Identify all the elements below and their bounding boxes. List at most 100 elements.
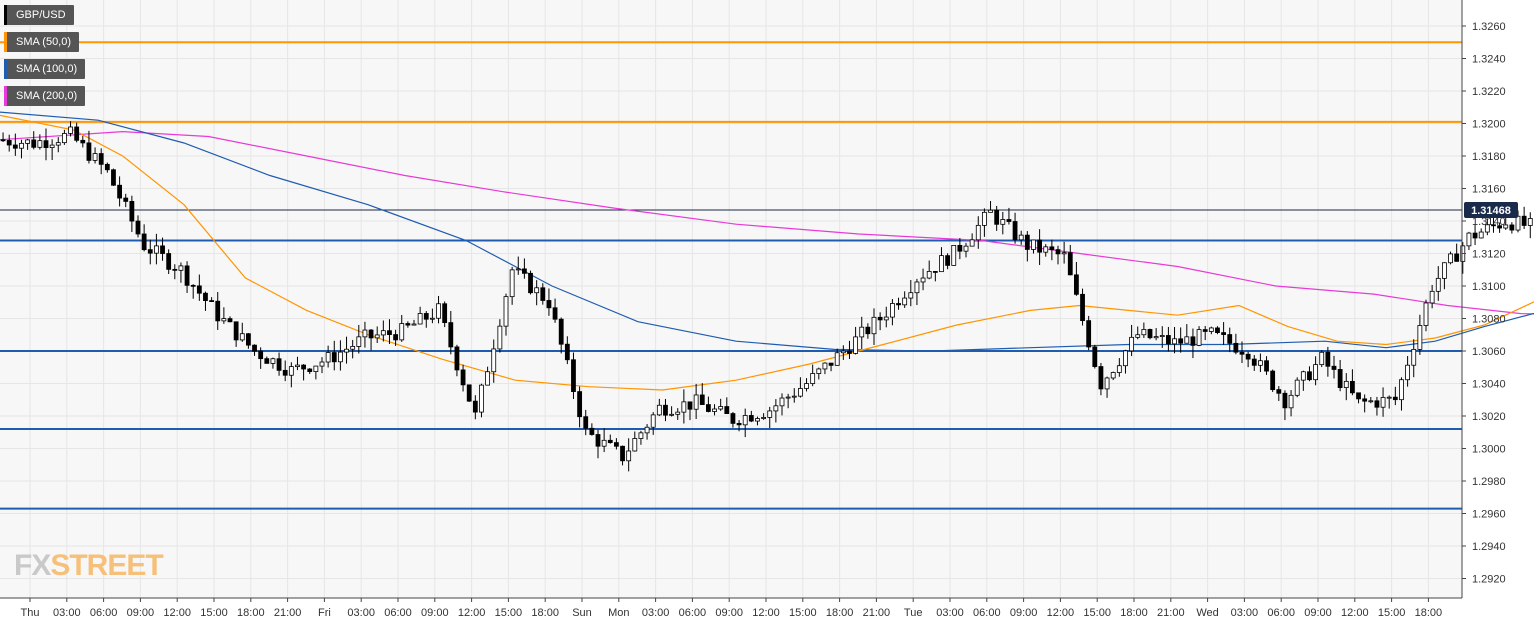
candle-body xyxy=(1024,234,1030,250)
candle-body xyxy=(1116,365,1122,373)
candle-body xyxy=(540,287,546,301)
candle-body xyxy=(117,184,122,199)
candle-body xyxy=(1319,351,1325,366)
x-tick-label: 18:00 xyxy=(1415,607,1443,619)
x-tick-label: 12:00 xyxy=(163,607,191,619)
candle-body xyxy=(1258,360,1263,366)
candle-body xyxy=(546,300,552,309)
plot-background xyxy=(0,0,1462,598)
y-tick-label: 1.3100 xyxy=(1472,281,1506,293)
candle-body xyxy=(295,364,300,368)
candle-body xyxy=(307,368,313,372)
candle-body xyxy=(871,316,877,335)
candle-body xyxy=(1178,338,1184,344)
candle-body xyxy=(650,414,656,428)
candle-body xyxy=(12,144,18,149)
candle-body xyxy=(153,245,159,254)
candle-body xyxy=(1245,353,1251,360)
candle-body xyxy=(1478,231,1484,239)
candle-body xyxy=(1184,336,1190,344)
candle-body xyxy=(994,209,1000,225)
candle-body xyxy=(1399,379,1404,401)
candle-body xyxy=(1208,327,1214,332)
candle-body xyxy=(920,277,926,283)
candle-body xyxy=(1331,365,1337,370)
legend-swatch xyxy=(4,32,7,52)
legend-item-sma100[interactable]: SMA (100,0) xyxy=(4,59,86,79)
candle-body xyxy=(577,391,582,418)
candle-body xyxy=(515,268,521,271)
sma-50-line xyxy=(0,114,1534,391)
candle-body xyxy=(791,395,797,398)
candle-body xyxy=(1251,358,1257,366)
candle-body xyxy=(712,408,717,412)
x-tick-label: 09:00 xyxy=(1304,607,1332,619)
x-tick-label: 06:00 xyxy=(679,607,707,619)
candle-body xyxy=(258,350,264,360)
candle-body xyxy=(564,343,570,361)
logo-part-fx: FX xyxy=(14,549,51,582)
legend-item-sma200[interactable]: SMA (200,0) xyxy=(4,86,86,106)
candle-body xyxy=(417,313,423,325)
candle-body xyxy=(589,427,595,435)
candle-body xyxy=(1196,329,1202,346)
candle-body xyxy=(1356,392,1361,400)
candle-body xyxy=(1429,290,1435,304)
candle-body xyxy=(104,163,110,171)
candle-body xyxy=(939,255,944,273)
legend-item-gbpusd[interactable]: GBP/USD xyxy=(4,5,74,25)
candle-body xyxy=(6,140,12,146)
candle-body xyxy=(1233,342,1239,353)
candle-body xyxy=(699,394,705,405)
y-tick-label: 1.2960 xyxy=(1472,509,1506,521)
x-tick-label: 09:00 xyxy=(1010,607,1038,619)
x-tick-label: 09:00 xyxy=(127,607,155,619)
candle-body xyxy=(1521,215,1527,226)
candle-body xyxy=(675,411,681,415)
legend-swatch xyxy=(4,5,7,25)
candle-body xyxy=(1362,398,1368,402)
x-tick-label: Mon xyxy=(608,607,629,619)
candle-body xyxy=(497,325,503,350)
candle-body xyxy=(196,285,202,294)
legend-swatch xyxy=(4,86,7,106)
candle-body xyxy=(368,329,374,339)
candle-body xyxy=(1300,371,1306,381)
legend-item-sma50[interactable]: SMA (50,0) xyxy=(4,32,80,52)
candle-body xyxy=(1405,364,1410,381)
x-tick-label: 09:00 xyxy=(715,607,743,619)
candle-body xyxy=(319,361,325,367)
x-tick-label: 12:00 xyxy=(1047,607,1075,619)
candle-body xyxy=(1350,380,1355,394)
candle-body xyxy=(687,401,693,410)
candle-body xyxy=(1417,325,1423,350)
candle-body xyxy=(1515,215,1521,231)
y-tick-label: 1.3240 xyxy=(1472,54,1506,66)
y-tick-label: 1.2920 xyxy=(1472,574,1506,586)
candle-body xyxy=(1104,377,1110,390)
legend-label: GBP/USD xyxy=(16,9,66,21)
candle-body xyxy=(325,352,331,363)
candle-body xyxy=(98,153,104,165)
candle-body xyxy=(1368,400,1374,403)
sma-100-line xyxy=(0,111,1534,352)
y-tick-label: 1.3080 xyxy=(1472,314,1506,326)
candle-body xyxy=(1215,327,1220,333)
candle-body xyxy=(479,384,484,413)
candle-body xyxy=(1527,218,1533,226)
candle-body xyxy=(1006,219,1012,222)
candle-body xyxy=(503,296,509,327)
candle-body xyxy=(491,348,497,373)
candle-body xyxy=(742,415,748,426)
legend-label: SMA (50,0) xyxy=(16,36,72,48)
candle-body xyxy=(19,142,24,149)
x-tick-label: 12:00 xyxy=(752,607,780,619)
candle-body xyxy=(1337,369,1343,388)
last-price-box xyxy=(1464,201,1518,218)
candle-body xyxy=(288,366,294,376)
candle-body xyxy=(988,209,993,213)
x-tick-label: 06:00 xyxy=(90,607,118,619)
candle-body xyxy=(883,316,889,321)
candle-body xyxy=(773,405,779,412)
